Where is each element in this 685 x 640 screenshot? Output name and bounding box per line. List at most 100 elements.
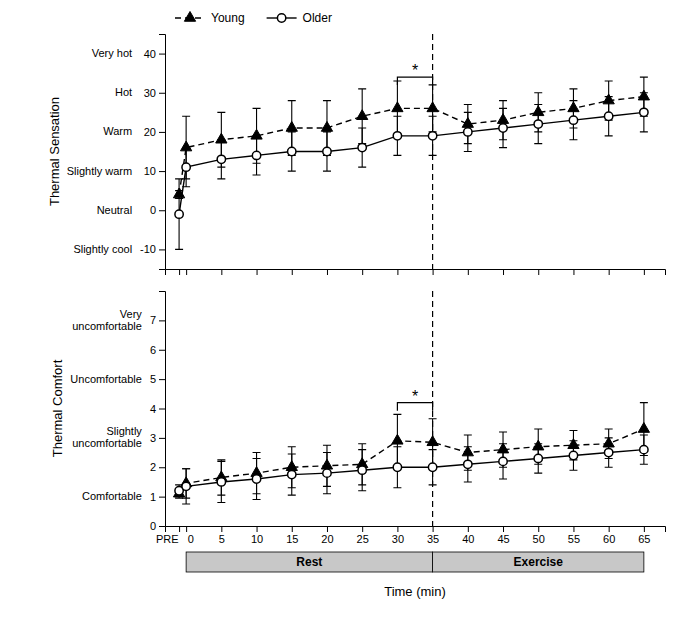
marker bbox=[217, 478, 225, 486]
y-tick-label: 7 bbox=[150, 314, 156, 326]
y-level-label: Comfortable bbox=[82, 490, 142, 502]
x-tick-label: 20 bbox=[321, 533, 333, 545]
marker bbox=[428, 132, 436, 140]
y-level-label: Warm bbox=[103, 125, 132, 137]
x-tick bbox=[327, 269, 328, 275]
x-tick: 15 bbox=[286, 526, 298, 545]
y-level-label: Hot bbox=[115, 86, 132, 98]
y-tick: 3 bbox=[150, 432, 165, 444]
legend-label: Young bbox=[211, 11, 245, 25]
phase-label: Rest bbox=[296, 555, 322, 569]
error-bar bbox=[175, 179, 183, 250]
x-tick bbox=[186, 269, 187, 275]
x-tick: 45 bbox=[497, 526, 509, 545]
y-tick-label: 6 bbox=[150, 344, 156, 356]
y-tick-mark bbox=[159, 132, 165, 133]
y-tick: 2 bbox=[150, 461, 165, 473]
error-bar bbox=[217, 140, 225, 179]
y-tick: -10 bbox=[140, 243, 165, 255]
series bbox=[175, 435, 648, 504]
x-tick-mark bbox=[179, 526, 180, 532]
marker bbox=[393, 463, 401, 471]
y-level-label-line: Slightly bbox=[106, 425, 142, 437]
x-tick-mark bbox=[433, 269, 434, 275]
y-level-label-line: Very bbox=[120, 308, 143, 320]
x-tick bbox=[433, 269, 434, 275]
error-bar bbox=[605, 438, 613, 467]
y-tick-mark bbox=[159, 467, 165, 468]
x-tick-label: 15 bbox=[286, 533, 298, 545]
marker bbox=[182, 482, 190, 490]
x-tick-mark bbox=[503, 269, 504, 275]
significance-label: * bbox=[412, 62, 418, 79]
marker bbox=[175, 210, 183, 218]
x-tick-mark bbox=[538, 269, 539, 275]
x-tick-label: 50 bbox=[533, 533, 545, 545]
x-tick-label: 65 bbox=[638, 533, 650, 545]
x-axis bbox=[166, 269, 666, 275]
x-tick-mark bbox=[503, 526, 504, 532]
y-tick-label: 10 bbox=[144, 165, 156, 177]
marker bbox=[286, 121, 297, 131]
y-tick-label: 4 bbox=[150, 403, 156, 415]
x-tick-label: 35 bbox=[427, 533, 439, 545]
error-bar bbox=[569, 101, 577, 140]
legend-marker bbox=[277, 14, 285, 22]
x-tick-mark bbox=[644, 269, 645, 275]
x-tick-mark bbox=[257, 269, 258, 275]
x-tick: 0 bbox=[187, 526, 194, 545]
x-tick-mark bbox=[609, 269, 610, 275]
x-tick-label: 0 bbox=[188, 533, 194, 545]
y-axis-title: Thermal Comfort bbox=[50, 359, 65, 457]
phase-label: Exercise bbox=[514, 555, 564, 569]
series-line bbox=[179, 429, 644, 494]
marker bbox=[464, 460, 472, 468]
y-tick: 5 bbox=[150, 373, 165, 385]
error-bar bbox=[534, 444, 542, 473]
legend: Young Older bbox=[175, 11, 332, 25]
x-tick: 60 bbox=[603, 526, 615, 545]
x-tick-mark bbox=[221, 269, 222, 275]
y-tick: 10 bbox=[144, 165, 165, 177]
x-tick-label: 30 bbox=[392, 533, 404, 545]
y-level-label: Neutral bbox=[97, 204, 132, 216]
y-tick-mark bbox=[159, 54, 165, 55]
marker bbox=[464, 128, 472, 136]
x-tick-mark bbox=[292, 526, 293, 532]
marker bbox=[321, 121, 332, 131]
error-bar bbox=[534, 105, 542, 144]
y-level-label: Slightlyuncomfortable bbox=[72, 425, 142, 449]
marker bbox=[358, 143, 366, 151]
x-tick-mark bbox=[538, 526, 539, 532]
y-level-label: Veryuncomfortable bbox=[72, 308, 142, 332]
x-tick-label: 40 bbox=[462, 533, 474, 545]
error-bar bbox=[288, 454, 296, 495]
y-axis: -10010203040 bbox=[140, 35, 165, 270]
chart-svg: -10010203040Slightly coolNeutralSlightly… bbox=[0, 0, 685, 640]
x-axis: PRE05101520253035404550556065 bbox=[156, 526, 666, 545]
y-tick-mark bbox=[159, 320, 165, 321]
error-bar bbox=[358, 450, 366, 491]
x-tick bbox=[644, 269, 645, 275]
marker bbox=[604, 112, 612, 120]
y-tick: 0 bbox=[150, 204, 165, 216]
error-bar bbox=[464, 112, 472, 151]
significance-label: * bbox=[412, 388, 418, 405]
marker bbox=[392, 434, 403, 444]
y-level-label: Uncomfortable bbox=[70, 373, 142, 385]
y-tick: 6 bbox=[150, 344, 165, 356]
x-tick-mark bbox=[573, 526, 574, 532]
y-tick-mark bbox=[159, 379, 165, 380]
marker bbox=[182, 163, 190, 171]
plot-area bbox=[173, 34, 649, 269]
marker bbox=[640, 108, 648, 116]
x-tick-label: 25 bbox=[357, 533, 369, 545]
legend-item: Older bbox=[267, 11, 332, 25]
x-tick bbox=[397, 269, 398, 275]
error-bar bbox=[323, 453, 331, 494]
x-tick bbox=[292, 269, 293, 275]
x-tick: 20 bbox=[321, 526, 333, 545]
y-level-label-line: Warm bbox=[103, 125, 132, 137]
y-tick-label: 0 bbox=[150, 520, 156, 532]
x-tick-mark bbox=[221, 526, 222, 532]
